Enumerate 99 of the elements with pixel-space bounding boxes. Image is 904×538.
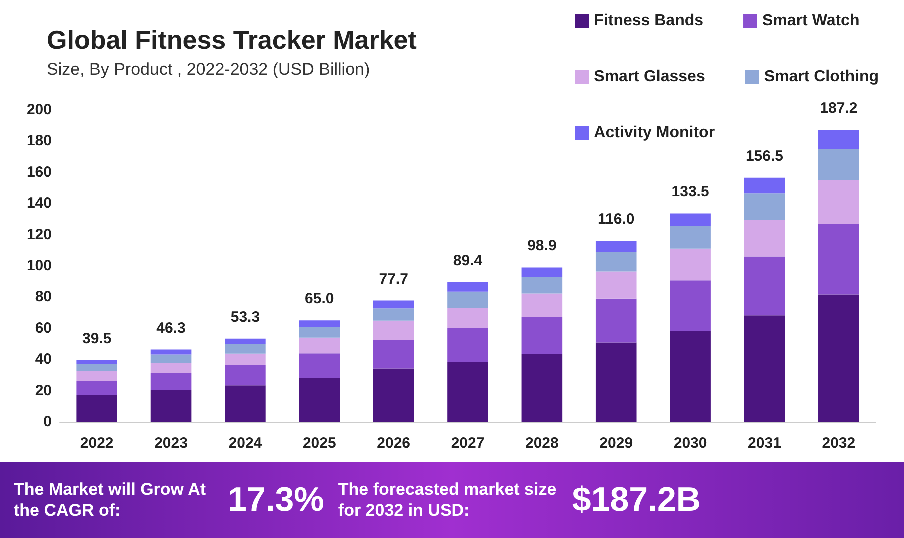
- x-tick-label: 2028: [525, 435, 559, 452]
- bar: [76, 381, 118, 396]
- x-tick-label: 2027: [451, 435, 485, 452]
- bar: [670, 280, 711, 332]
- bar: [522, 354, 563, 422]
- bar: [744, 178, 786, 194]
- bar: [522, 268, 563, 278]
- bar: [373, 368, 414, 422]
- y-tick-label: 120: [26, 226, 52, 244]
- total-label: 39.5: [82, 330, 112, 348]
- bar: [744, 256, 786, 316]
- legend-label: Smart Glasses: [594, 68, 706, 86]
- legend-label: Activity Monitor: [594, 124, 716, 142]
- bar: [448, 328, 488, 362]
- bar: [448, 308, 488, 328]
- bar: [150, 390, 192, 422]
- x-tick-label: 2026: [377, 435, 411, 452]
- bar: [818, 130, 860, 149]
- bar: [76, 371, 118, 382]
- bar: [670, 214, 711, 226]
- x-tick-label: 2025: [302, 435, 336, 452]
- bar: [596, 252, 637, 272]
- bar: [670, 331, 711, 422]
- y-tick-label: 0: [44, 414, 52, 430]
- bar: [299, 378, 340, 422]
- bar: [150, 373, 192, 390]
- x-tick-label: 2031: [748, 435, 782, 452]
- legend-label: Smart Clothing: [764, 68, 880, 86]
- bar: [150, 363, 192, 374]
- chart-subtitle: Size, By Product , 2022-2032 (USD Billion): [47, 60, 370, 79]
- bar: [373, 320, 414, 340]
- total-label: 187.2: [820, 100, 858, 117]
- bar: [670, 226, 711, 249]
- legend-label: Smart Watch: [762, 12, 860, 30]
- y-tick-label: 140: [26, 195, 52, 212]
- bar: [225, 344, 266, 354]
- bar: [373, 308, 414, 321]
- total-label: 77.7: [379, 270, 408, 288]
- y-tick-label: 20: [35, 382, 52, 400]
- y-tick-label: 180: [26, 132, 52, 150]
- bar: [522, 317, 563, 354]
- y-tick-label: 40: [35, 351, 52, 368]
- bar: [744, 194, 786, 220]
- legend-label: Fitness Bands: [594, 12, 704, 30]
- y-tick-label: 60: [35, 320, 52, 337]
- x-tick-label: 2030: [674, 435, 708, 452]
- total-label: 89.4: [453, 252, 484, 270]
- bar: [225, 386, 266, 422]
- bar: [522, 277, 563, 294]
- total-label: 156.5: [746, 148, 784, 165]
- text: $187.2B: [572, 480, 701, 520]
- x-tick-label: 2024: [228, 435, 263, 452]
- bar: [818, 149, 860, 180]
- bar: [373, 340, 414, 369]
- total-label: 46.3: [156, 320, 186, 337]
- bar: [522, 294, 563, 318]
- y-tick-label: 80: [35, 288, 52, 306]
- x-tick-label: 2023: [154, 435, 188, 452]
- bar: [596, 272, 637, 299]
- bar: [596, 298, 637, 343]
- bar: [76, 395, 118, 422]
- bar: [150, 354, 192, 364]
- bar: [818, 294, 860, 422]
- text: The Market will Grow At the CAGR of:: [14, 479, 208, 521]
- bar: [744, 316, 786, 422]
- bar: [448, 362, 488, 422]
- bar: [299, 327, 340, 338]
- total-label: 53.3: [230, 308, 260, 326]
- y-tick-label: 100: [26, 258, 52, 274]
- chart-title: Global Fitness Tracker Market: [47, 25, 418, 55]
- bar: [448, 292, 488, 308]
- bar: [150, 350, 192, 355]
- bar: [299, 320, 340, 328]
- bar: [818, 224, 860, 295]
- y-tick-label: 200: [26, 102, 52, 118]
- bar: [299, 338, 340, 354]
- text: 17.3%: [228, 480, 324, 520]
- bar: [448, 282, 488, 292]
- x-tick-label: 2022: [80, 435, 114, 452]
- x-tick-label: 2029: [600, 435, 634, 452]
- bar: [225, 338, 266, 344]
- bar: [225, 354, 266, 366]
- y-tick-label: 160: [26, 164, 52, 181]
- x-tick-label: 2032: [822, 435, 856, 452]
- text: The forecasted market size for 2032 in USD:: [338, 479, 558, 521]
- bar: [299, 354, 340, 378]
- total-label: 116.0: [598, 211, 635, 228]
- bar: [670, 248, 711, 281]
- bar: [76, 360, 118, 364]
- bar: [596, 342, 637, 422]
- bar: [76, 364, 118, 372]
- bar: [818, 180, 860, 224]
- bar: [744, 220, 786, 257]
- bar: [225, 366, 266, 386]
- bar: [373, 300, 414, 309]
- total-label: 98.9: [528, 238, 557, 255]
- total-label: 133.5: [672, 184, 710, 201]
- total-label: 65.0: [305, 290, 334, 308]
- bar: [596, 241, 637, 252]
